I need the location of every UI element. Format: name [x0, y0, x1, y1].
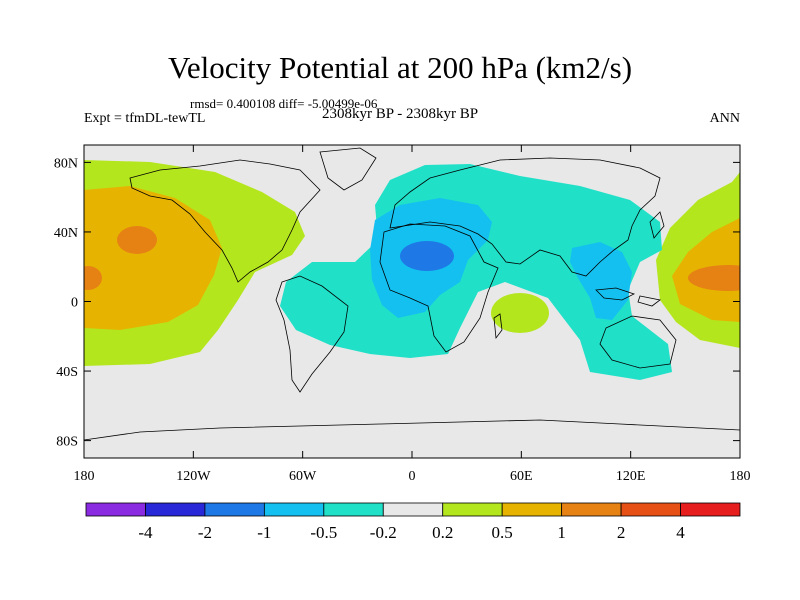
colorbar-label: -0.5	[310, 523, 337, 542]
colorbar-swatch	[442, 502, 503, 517]
colorbar-swatch	[501, 502, 563, 517]
colorbar-swatch	[680, 502, 741, 517]
contour-maritime-neg0.5	[570, 242, 632, 320]
colorbar-swatch	[620, 502, 681, 517]
season-label: ANN	[709, 111, 740, 126]
contour-north-africa-neg1	[400, 241, 454, 271]
x-axis: 180 120W 60W 0 60E 120E 180	[74, 145, 751, 484]
y-tick-label: 80S	[56, 435, 78, 450]
stats-label: rmsd= 0.400108 diff= -5.00499e-06	[190, 96, 378, 111]
colorbar-swatch	[382, 502, 444, 517]
colorbar-swatch	[204, 502, 265, 517]
x-tick-label: 60E	[510, 469, 533, 484]
colorbar-swatch	[561, 502, 622, 517]
y-tick-label: 40N	[54, 226, 78, 241]
colorbar-label: 0.2	[432, 523, 453, 542]
contour-west-pacific-1	[117, 226, 157, 254]
coastlines	[84, 147, 740, 441]
x-tick-label: 120E	[616, 469, 646, 484]
colorbar: -4 -2 -1 -0.5 -0.2 0.2 0.5 1 2 4	[85, 502, 741, 542]
x-tick-label: 180	[74, 469, 95, 484]
colorbar-swatch	[263, 502, 325, 517]
colorbar-label: 1	[557, 523, 566, 542]
contour-field	[84, 160, 740, 380]
chart-title: Velocity Potential at 200 hPa (km2/s)	[167, 50, 633, 85]
y-tick-label: 0	[71, 296, 78, 311]
colorbar-swatch	[145, 502, 206, 517]
x-tick-label: 180	[730, 469, 751, 484]
contour-africa-asia-neg0.2	[280, 164, 672, 380]
contour-west-pacific-0.5	[84, 186, 222, 330]
colorbar-label: -1	[257, 523, 271, 542]
y-tick-label: 80N	[54, 156, 78, 171]
colorbar-label: -4	[138, 523, 153, 542]
colorbar-label: -2	[198, 523, 212, 542]
colorbar-swatch	[85, 502, 146, 517]
x-tick-label: 0	[409, 469, 416, 484]
x-tick-label: 120W	[176, 469, 211, 484]
y-tick-label: 40S	[56, 365, 78, 380]
colorbar-label: 0.5	[492, 523, 513, 542]
colorbar-label: -0.2	[370, 523, 397, 542]
contour-east-pacific-1	[688, 265, 740, 291]
contour-west-pacific-1b	[84, 266, 102, 290]
x-tick-label: 60W	[289, 469, 317, 484]
period-label: 2308kyr BP - 2308kyr BP	[322, 106, 479, 122]
colorbar-swatch	[323, 502, 384, 517]
colorbar-label: 4	[676, 523, 685, 542]
experiment-label: Expt = tfmDL-tewTL	[84, 111, 206, 126]
colorbar-label: 2	[617, 523, 626, 542]
y-axis: 80N 40N 0 40S 80S	[54, 156, 740, 450]
contour-indian-ocean-0.2	[491, 293, 549, 333]
